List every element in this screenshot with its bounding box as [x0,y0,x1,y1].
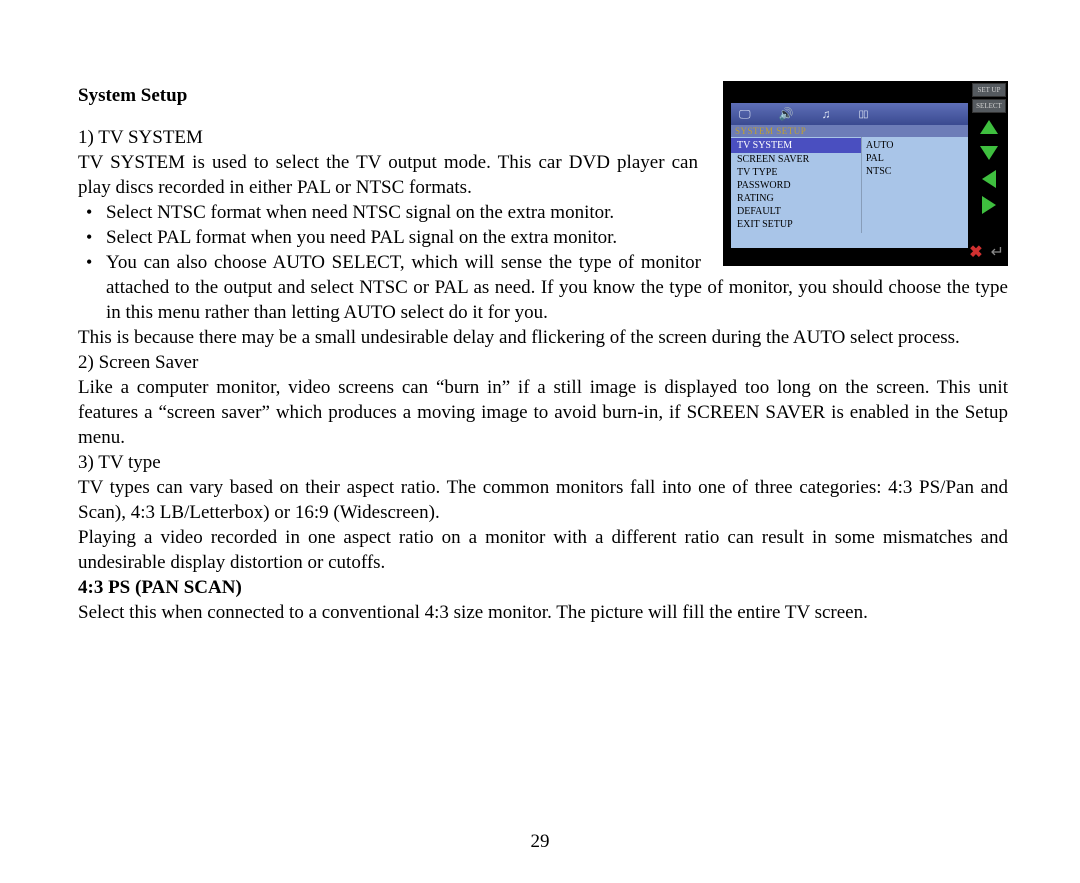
option-pal[interactable]: PAL [866,152,964,165]
tab-strip: 🖵 🔊 ♫ ▯▯ [731,103,968,125]
menu-item-tvtype[interactable]: TV TYPE [737,166,857,179]
menu-item-tvsystem[interactable]: TV SYSTEM [731,138,861,153]
option-ntsc[interactable]: NTSC [866,165,964,178]
option-auto[interactable]: AUTO [866,139,964,152]
side-button-column: SET UP SELECT [972,83,1006,217]
setup-button[interactable]: SET UP [972,83,1006,97]
bullet-ntsc: Select NTSC format when need NTSC signal… [78,200,698,225]
dolby-icon: ▯▯ [859,109,868,120]
speaker-icon: 🔊 [779,107,794,122]
section3-body2: Playing a video recorded in one aspect r… [78,525,1008,575]
bullet-pal: Select PAL format when you need PAL sign… [78,225,698,250]
manual-page: SET UP SELECT ✖ ↵ 🖵 🔊 ♫ ▯▯ SYSTEM SETUP … [0,0,1080,625]
section3-body1: TV types can vary based on their aspect … [78,475,1008,525]
bullet-auto: You can also choose AUTO SELECT, which w… [78,250,1008,325]
panscan-subheading: 4:3 PS (PAN SCAN) [78,575,1008,600]
section1-intro: TV SYSTEM is used to select the TV outpu… [78,150,698,200]
menu-item-exit[interactable]: EXIT SETUP [737,218,857,231]
up-arrow-button[interactable] [972,115,1006,139]
down-arrow-button[interactable] [972,141,1006,165]
monitor-icon: 🖵 [739,107,751,122]
auto-note: This is because there may be a small und… [78,325,1008,350]
section3-label: 3) TV type [78,450,1008,475]
menu-left-column: TV SYSTEM SCREEN SAVER TV TYPE PASSWORD … [731,137,861,233]
menu-item-rating[interactable]: RATING [737,192,857,205]
triangle-up-icon [980,120,998,134]
section2-body: Like a computer monitor, video screens c… [78,375,1008,450]
menu-title: SYSTEM SETUP [731,125,968,137]
menu-panel: 🖵 🔊 ♫ ▯▯ SYSTEM SETUP TV SYSTEM SCREEN S… [731,103,968,248]
page-number: 29 [0,831,1080,853]
setup-screenshot: SET UP SELECT ✖ ↵ 🖵 🔊 ♫ ▯▯ SYSTEM SETUP … [723,81,1008,266]
menu-body: TV SYSTEM SCREEN SAVER TV TYPE PASSWORD … [731,137,968,233]
music-icon: ♫ [822,107,831,122]
panscan-body: Select this when connected to a conventi… [78,600,1008,625]
section1-label: 1) TV SYSTEM [78,125,698,150]
menu-item-password[interactable]: PASSWORD [737,179,857,192]
section2-label: 2) Screen Saver [78,350,1008,375]
right-arrow-button[interactable] [972,193,1006,217]
select-button[interactable]: SELECT [972,99,1006,113]
left-arrow-button[interactable] [972,167,1006,191]
menu-item-default[interactable]: DEFAULT [737,205,857,218]
triangle-right-icon [982,196,996,214]
triangle-left-icon [982,170,996,188]
menu-item-screensaver[interactable]: SCREEN SAVER [737,153,857,166]
triangle-down-icon [980,146,998,160]
menu-right-column: AUTO PAL NTSC [861,137,968,233]
